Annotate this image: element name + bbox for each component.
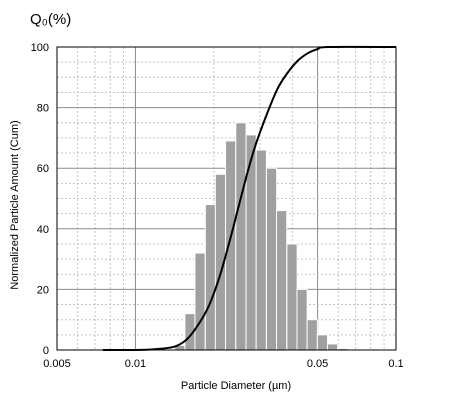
x-tick-labels: 0.005 0.01 0.05 0.1 (43, 358, 403, 370)
histogram-bar (296, 288, 308, 351)
histogram-bar (235, 122, 247, 351)
y-tick-label: 80 (37, 103, 49, 115)
histogram-bar (286, 243, 298, 351)
y-tick-label: 0 (43, 345, 49, 357)
histogram-bar (194, 252, 206, 351)
x-tick-label: 0.01 (125, 358, 146, 370)
histogram-bar (204, 204, 217, 351)
y-tick-label: 100 (31, 42, 49, 54)
cumulative-curve (102, 45, 397, 352)
histogram-bar (276, 210, 288, 351)
y-tick-label: 40 (37, 224, 49, 236)
histogram-bar (225, 140, 237, 351)
y-tick-label: 20 (37, 284, 49, 296)
y-tick-labels: 0 20 40 60 80 100 (31, 42, 49, 357)
plot-frame (56, 46, 397, 351)
histogram-bar (326, 343, 339, 351)
histogram-bar (245, 134, 257, 351)
x-tick-label: 0.005 (43, 358, 71, 370)
cumulative-curve-layer (102, 45, 397, 352)
y-tick-label: 60 (37, 163, 49, 175)
histogram-bar (255, 149, 267, 351)
corner-label: Q₀(%) (30, 11, 71, 28)
bars (174, 122, 349, 351)
x-axis-title: Particle Diameter (µm) (181, 380, 291, 392)
histogram-bar (265, 167, 278, 351)
histogram-bar (316, 334, 329, 351)
x-tick-label: 0.1 (388, 358, 403, 370)
y-axis-title: Normalized Particle Amount (Cum) (9, 120, 21, 289)
histogram-bar (306, 319, 318, 351)
x-tick-label: 0.05 (307, 358, 328, 370)
